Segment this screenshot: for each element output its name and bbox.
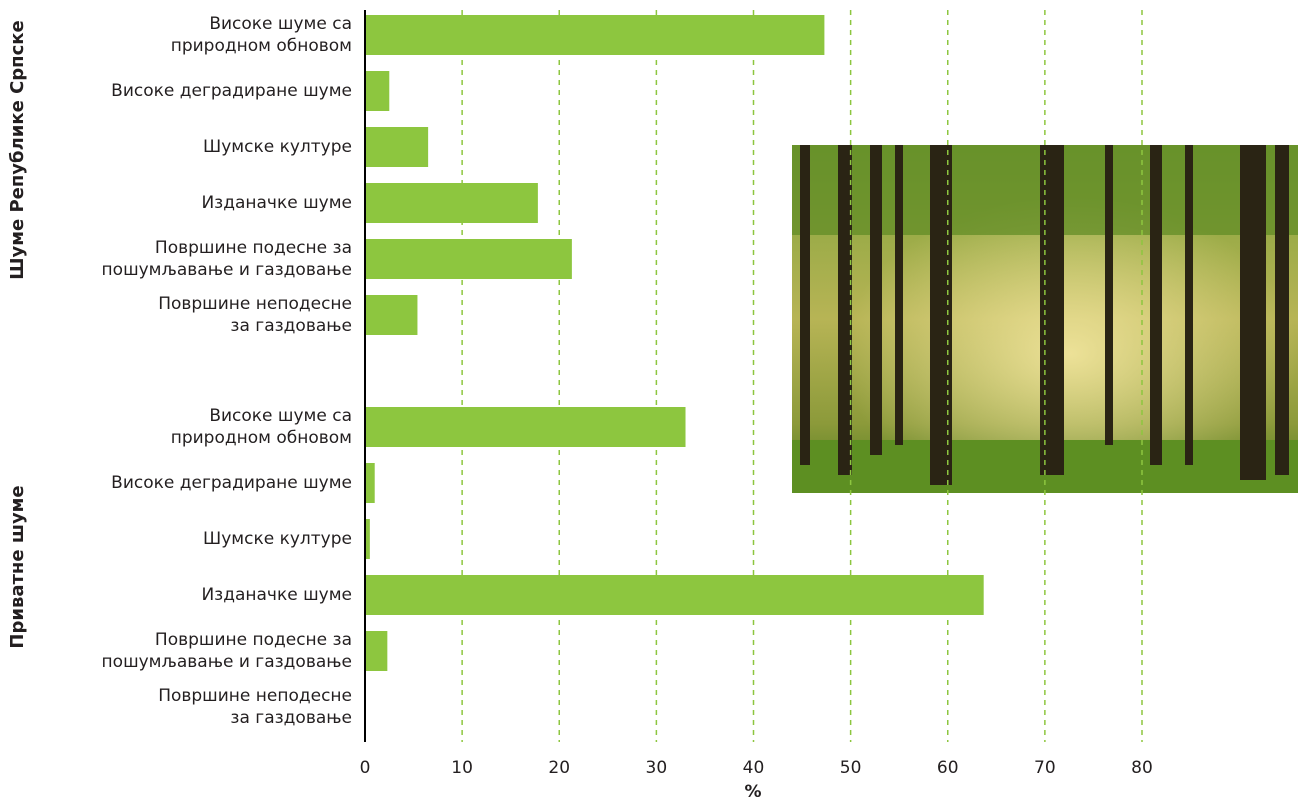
bar — [365, 71, 389, 111]
page: % 01020304050607080Шуме Републике Српске… — [0, 0, 1298, 805]
x-tick-label: 80 — [1131, 758, 1153, 778]
bar — [365, 575, 984, 615]
category-label: Површине неподесне за газдовање — [12, 685, 352, 729]
category-label: Високе деградиране шуме — [12, 80, 352, 102]
group-label: Приватне шуме — [7, 485, 28, 648]
x-tick-label: 0 — [360, 758, 371, 778]
x-tick-label: 70 — [1034, 758, 1056, 778]
bar — [365, 295, 417, 335]
category-label: Површине подесне за пошумљавање и газдов… — [12, 629, 352, 673]
category-label: Изданачке шуме — [12, 192, 352, 214]
category-label: Високе шуме са природном обновом — [12, 13, 352, 57]
category-label: Високе шуме са природном обновом — [12, 405, 352, 449]
x-axis-label: % — [744, 782, 761, 802]
category-label: Шумске културе — [12, 528, 352, 550]
bar — [365, 407, 686, 447]
x-tick-label: 30 — [646, 758, 668, 778]
bar — [365, 127, 428, 167]
bar — [365, 463, 375, 503]
x-tick-label: 60 — [937, 758, 959, 778]
x-tick-label: 40 — [743, 758, 765, 778]
category-label: Површине подесне за пошумљавање и газдов… — [12, 237, 352, 281]
x-tick-label: 50 — [840, 758, 862, 778]
x-tick-label: 20 — [548, 758, 570, 778]
bar — [365, 15, 824, 55]
bar — [365, 183, 538, 223]
category-label: Високе деградиране шуме — [12, 472, 352, 494]
x-tick-label: 10 — [451, 758, 473, 778]
category-label: Изданачке шуме — [12, 584, 352, 606]
category-label: Површине неподесне за газдовање — [12, 293, 352, 337]
category-label: Шумске културе — [12, 136, 352, 158]
bar — [365, 239, 572, 279]
bar — [365, 631, 387, 671]
